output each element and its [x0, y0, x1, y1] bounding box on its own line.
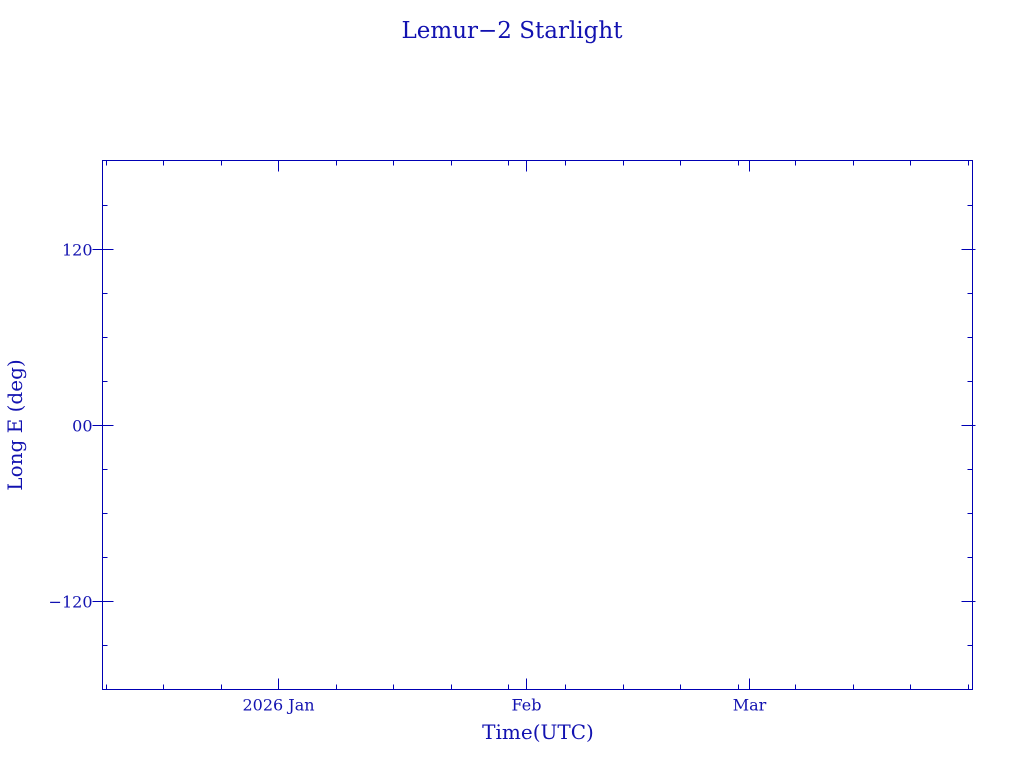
axis-ticks [92, 160, 976, 690]
axis-tick-labels: 120 00 −120 2026 Jan Feb Mar [49, 241, 767, 715]
plot-frame [102, 160, 973, 690]
y-tick-label: 120 [62, 241, 93, 260]
y-tick-label: 00 [72, 417, 92, 436]
x-tick-label: 2026 Jan [242, 696, 314, 715]
chart-title: Lemur−2 Starlight [402, 18, 624, 44]
y-axis-label: Long E (deg) [3, 359, 27, 490]
x-tick-label: Feb [512, 696, 542, 715]
x-tick-label: Mar [733, 696, 767, 715]
x-axis-label: Time(UTC) [482, 720, 594, 744]
y-tick-label: −120 [49, 593, 93, 612]
